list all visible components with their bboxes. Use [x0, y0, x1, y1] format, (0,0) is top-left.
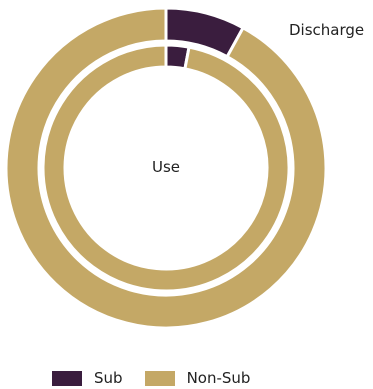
outer-ring-slice-non-sub	[4, 6, 328, 330]
inner-ring	[41, 43, 291, 293]
outer-ring	[4, 6, 328, 330]
inner-ring-label: Use	[152, 158, 180, 176]
legend-label-sub: Sub	[94, 369, 123, 387]
outer-ring-label: Discharge	[289, 21, 364, 39]
legend: Sub Non-Sub	[52, 371, 250, 386]
legend-item-sub: Sub	[52, 371, 123, 386]
legend-item-non-sub: Non-Sub	[144, 369, 251, 387]
inner-ring-slice-non-sub	[41, 43, 291, 293]
legend-swatch-non-sub	[144, 371, 175, 386]
legend-label-non-sub: Non-Sub	[186, 369, 251, 387]
legend-swatch-sub	[52, 371, 82, 386]
